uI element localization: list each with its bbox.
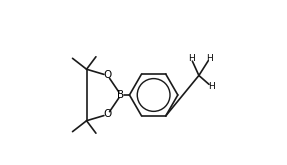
Text: H: H [206, 54, 213, 63]
Text: O: O [104, 109, 112, 119]
Text: H: H [208, 82, 215, 91]
Text: O: O [104, 70, 112, 81]
Text: H: H [188, 54, 195, 63]
Text: B: B [117, 90, 125, 100]
